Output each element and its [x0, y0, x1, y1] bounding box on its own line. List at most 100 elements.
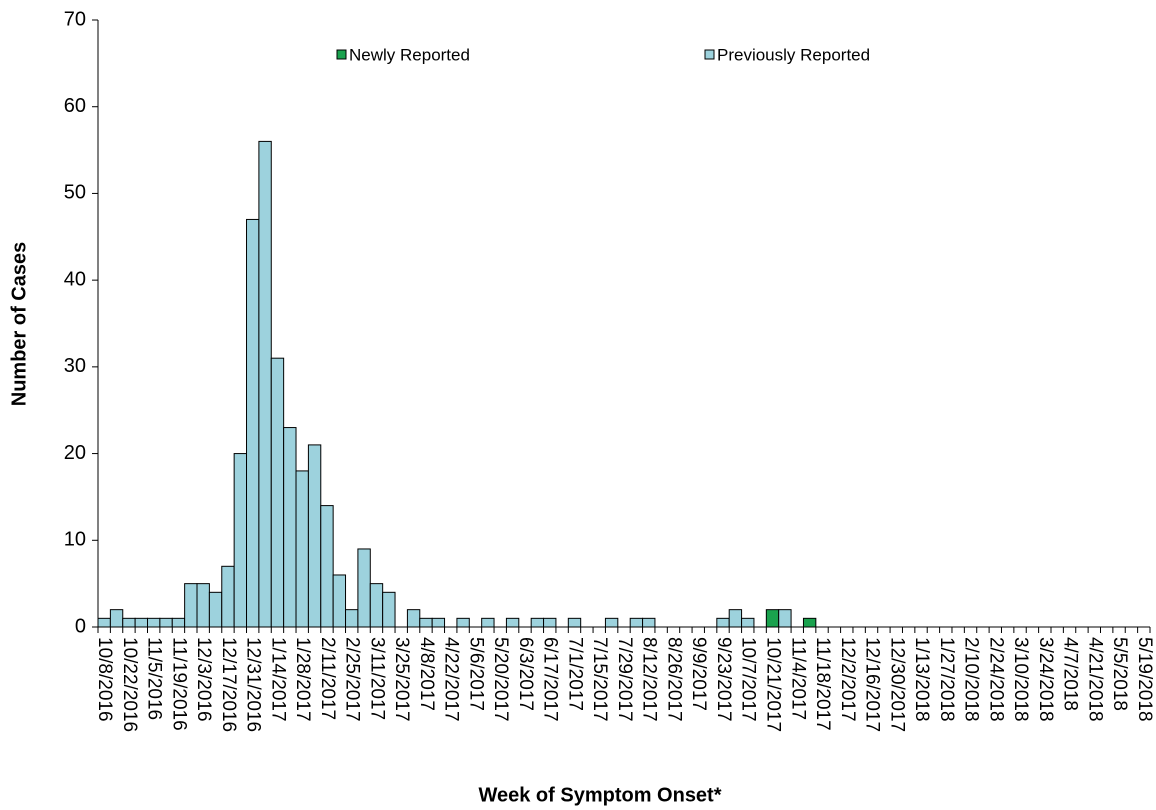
bar [307, 444, 322, 628]
x-tick-label: 1/28/2017 [292, 637, 313, 722]
y-tick-label: 70 [64, 8, 86, 30]
bar [716, 617, 730, 628]
x-tick-label: 12/2/2017 [837, 637, 858, 722]
bar [246, 218, 260, 628]
x-tick-label: 10/21/2017 [763, 637, 784, 732]
x-tick-label: 3/24/2018 [1035, 637, 1056, 722]
bar [159, 617, 173, 628]
bar [419, 617, 433, 628]
bar [604, 617, 619, 628]
y-axis-title: Number of Cases [8, 242, 30, 407]
bar [530, 617, 545, 628]
x-tick-label: 10/8/2016 [94, 637, 115, 722]
x-tick-label: 2/11/2017 [317, 637, 338, 720]
bar [406, 609, 421, 628]
y-tick-label: 30 [64, 355, 86, 377]
bar [320, 505, 334, 628]
bar [208, 591, 223, 628]
x-tick-label: 3/10/2018 [1010, 637, 1031, 722]
bar [332, 574, 347, 628]
bar [543, 617, 557, 628]
x-tick-label: 9/9/2017 [688, 637, 709, 711]
bar [728, 609, 743, 628]
x-tick-label: 11/4/2017 [787, 637, 808, 720]
x-tick-label: 4/7/2018 [1060, 637, 1081, 711]
x-tick-label: 5/5/2018 [1109, 637, 1130, 711]
bar [431, 617, 446, 628]
legend-swatch [336, 49, 347, 60]
bar [765, 609, 780, 628]
bar [382, 591, 396, 628]
x-tick-label: 5/6/2017 [465, 637, 486, 711]
legend-label: Newly Reported [349, 45, 470, 64]
x-tick-label: 12/17/2016 [218, 637, 239, 732]
bar [642, 617, 656, 628]
bar [295, 470, 309, 628]
bar [221, 565, 235, 628]
bar [270, 357, 285, 628]
legend-label: Previously Reported [717, 45, 870, 64]
x-tick-label: 11/19/2016 [168, 637, 189, 731]
x-tick-label: 10/22/2016 [119, 637, 140, 732]
y-tick-label: 50 [64, 182, 86, 204]
x-tick-label: 4/21/2018 [1084, 637, 1105, 722]
x-tick-label: 7/1/2017 [564, 637, 585, 711]
x-tick-label: 12/31/2016 [243, 637, 264, 732]
x-tick-label: 5/19/2018 [1134, 637, 1155, 722]
x-tick-label: 1/14/2017 [267, 637, 288, 722]
x-tick-label: 2/10/2018 [961, 637, 982, 722]
bar [283, 427, 297, 628]
bar [196, 583, 210, 628]
x-tick-label: 1/13/2018 [911, 637, 932, 722]
x-tick-label: 4/22/2017 [441, 637, 462, 722]
bar [147, 617, 161, 628]
bar [629, 617, 644, 628]
x-tick-label: 12/3/2016 [193, 637, 214, 722]
x-tick-label: 8/26/2017 [663, 637, 684, 722]
x-tick-label: 7/15/2017 [589, 637, 610, 722]
x-tick-label: 1/27/2018 [936, 637, 957, 722]
bar [567, 617, 582, 628]
bar [778, 609, 792, 628]
bar [369, 583, 384, 628]
bar [134, 617, 149, 628]
x-tick-label: 3/25/2017 [391, 637, 412, 722]
bar [505, 617, 520, 628]
x-tick-label: 3/11/2017 [366, 637, 387, 720]
bar [802, 617, 817, 628]
bar [357, 548, 371, 628]
bar [345, 609, 359, 628]
y-tick-label: 10 [64, 529, 86, 551]
x-tick-label: 6/17/2017 [540, 637, 561, 722]
x-tick-label: 7/29/2017 [614, 637, 635, 722]
bar [481, 617, 495, 628]
bar [456, 617, 470, 628]
bar [184, 583, 198, 628]
x-tick-label: 2/25/2017 [342, 637, 363, 722]
x-tick-label: 11/18/2017 [812, 637, 833, 731]
bar [97, 617, 111, 628]
bar [258, 140, 272, 628]
legend-swatch [704, 49, 715, 60]
bar [233, 453, 248, 628]
x-tick-label: 12/16/2017 [862, 637, 883, 732]
y-tick-label: 40 [64, 268, 86, 290]
x-tick-label: 11/5/2016 [144, 637, 165, 720]
x-tick-label: 8/12/2017 [639, 637, 660, 722]
y-tick-label: 60 [64, 95, 86, 117]
bar [741, 617, 755, 628]
x-tick-label: 10/7/2017 [738, 637, 759, 722]
x-tick-label: 12/30/2017 [886, 637, 907, 732]
bar [171, 617, 186, 628]
x-tick-label: 9/23/2017 [713, 637, 734, 722]
y-tick-label: 0 [75, 615, 86, 637]
bar [122, 617, 136, 628]
y-tick-label: 20 [64, 442, 86, 464]
x-tick-label: 4/8/2017 [416, 637, 437, 711]
x-tick-label: 2/24/2018 [985, 637, 1006, 722]
x-tick-label: 6/3/2017 [515, 637, 536, 711]
bar [109, 609, 124, 628]
x-axis-title: Week of Symptom Onset* [478, 784, 721, 806]
x-tick-label: 5/20/2017 [490, 637, 511, 722]
